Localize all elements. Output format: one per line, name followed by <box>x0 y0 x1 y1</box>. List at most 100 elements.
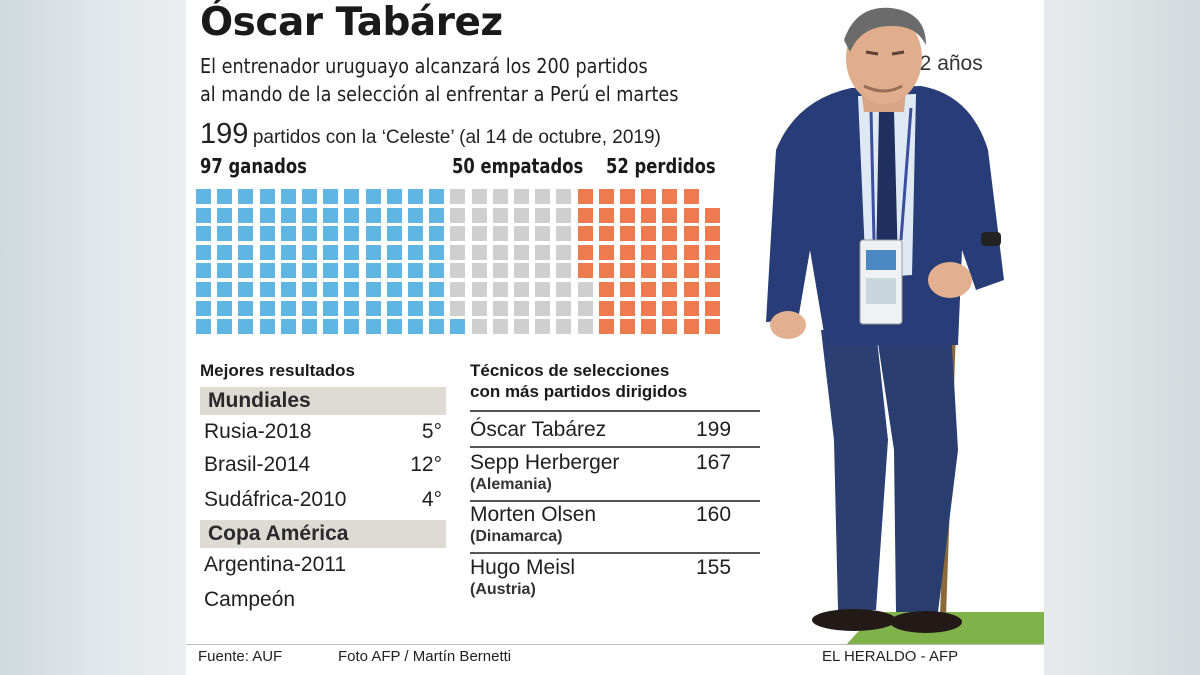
won-cell <box>280 207 296 223</box>
drawn-cell <box>450 282 466 297</box>
won-cell <box>280 226 296 242</box>
won-cell <box>238 300 254 316</box>
coach-name: Óscar Tabárez <box>470 418 607 441</box>
lost-cell <box>641 207 657 223</box>
drawn-cell <box>450 189 466 204</box>
lost-cell <box>662 319 678 335</box>
subtitle-line-2: al mando de la selección al enfrentar a … <box>200 82 679 106</box>
won-cell <box>238 263 254 279</box>
drawn-cell <box>471 207 487 223</box>
drawn-cell <box>556 189 572 204</box>
won-cell <box>259 207 275 223</box>
drawn-cell <box>535 207 551 223</box>
lost-cell <box>598 263 614 279</box>
lost-cell <box>577 226 593 242</box>
won-cell <box>196 319 211 335</box>
won-cell <box>408 207 423 223</box>
drawn-cell <box>577 282 593 297</box>
won-cell <box>429 282 445 297</box>
won-cell <box>365 226 381 242</box>
divider <box>470 446 760 448</box>
drawn-cell <box>471 319 487 335</box>
drawn-cell <box>492 263 508 279</box>
won-cell <box>259 282 275 297</box>
lost-cell <box>641 282 657 297</box>
won-cell <box>196 300 211 316</box>
won-cell <box>259 319 275 335</box>
lost-cell <box>598 319 614 335</box>
lost-cell <box>598 189 614 204</box>
lost-cell <box>662 207 678 223</box>
lost-cell <box>641 263 657 279</box>
subtitle: El entrenador uruguayo alcanzará los 200… <box>200 52 682 108</box>
won-cell <box>344 282 360 297</box>
age-label: 72 años <box>908 52 983 75</box>
won-cell <box>238 189 254 204</box>
won-cell <box>302 189 317 204</box>
won-cell <box>386 319 402 335</box>
result-value: 12° <box>410 453 442 476</box>
drawn-cell <box>492 226 508 242</box>
coach-name: Hugo Meisl <box>470 556 576 579</box>
drawn-cell <box>577 319 593 335</box>
won-cell <box>280 300 296 316</box>
won-cell <box>323 263 339 279</box>
drawn-cell <box>556 263 572 279</box>
won-cell <box>280 263 296 279</box>
lost-cell <box>704 207 720 223</box>
infographic-card: Óscar Tabárez El entrenador uruguayo alc… <box>186 0 1044 675</box>
drawn-cell <box>535 263 551 279</box>
drawn-cell <box>535 319 551 335</box>
won-cell <box>323 319 339 335</box>
won-cell <box>259 244 275 260</box>
drawn-cell <box>535 189 551 204</box>
drawn-cell <box>450 207 466 223</box>
drawn-cell <box>471 244 487 260</box>
lost-cell <box>683 319 699 335</box>
won-cell <box>238 319 254 335</box>
photo-credit: Foto AFP / Martín Bernetti <box>338 648 512 665</box>
drawn-cell <box>450 263 466 279</box>
drawn-cell <box>492 189 508 204</box>
won-cell <box>217 319 233 335</box>
won-cell <box>196 282 211 297</box>
won-cell <box>302 300 317 316</box>
coach-name: Sepp Herberger <box>470 451 620 474</box>
won-cell <box>365 207 381 223</box>
subtitle-line-1: El entrenador uruguayo alcanzará los 200… <box>200 54 648 78</box>
page-title: Óscar Tabárez <box>200 0 503 45</box>
won-cell <box>238 207 254 223</box>
won-cell <box>302 207 317 223</box>
drawn-cell <box>514 207 529 223</box>
drawn-cell <box>535 300 551 316</box>
won-cell <box>238 282 254 297</box>
won-cell <box>386 207 402 223</box>
lost-cell <box>683 244 699 260</box>
won-cell <box>450 319 466 335</box>
drawn-cell <box>471 263 487 279</box>
lost-cell <box>641 300 657 316</box>
won-cell <box>344 189 360 204</box>
won-cell <box>238 244 254 260</box>
drawn-cell <box>535 282 551 297</box>
drawn-cell <box>492 207 508 223</box>
won-cell <box>344 207 360 223</box>
publisher-credit: EL HERALDO - AFP <box>822 648 959 665</box>
lost-cell <box>641 226 657 242</box>
won-cell <box>429 263 445 279</box>
coach-games: 167 <box>696 451 732 474</box>
lost-cell <box>683 189 699 204</box>
lost-cell <box>620 319 635 335</box>
won-cell <box>365 319 381 335</box>
coach-games: 199 <box>696 418 732 441</box>
won-cell <box>365 244 381 260</box>
lost-cell <box>704 282 720 297</box>
lost-cell <box>683 300 699 316</box>
won-cell <box>196 189 211 204</box>
drawn-cell <box>492 319 508 335</box>
drawn-cell <box>556 244 572 260</box>
won-cell <box>344 244 360 260</box>
lost-cell <box>704 226 720 242</box>
won-cell <box>365 263 381 279</box>
won-cell <box>408 189 423 204</box>
